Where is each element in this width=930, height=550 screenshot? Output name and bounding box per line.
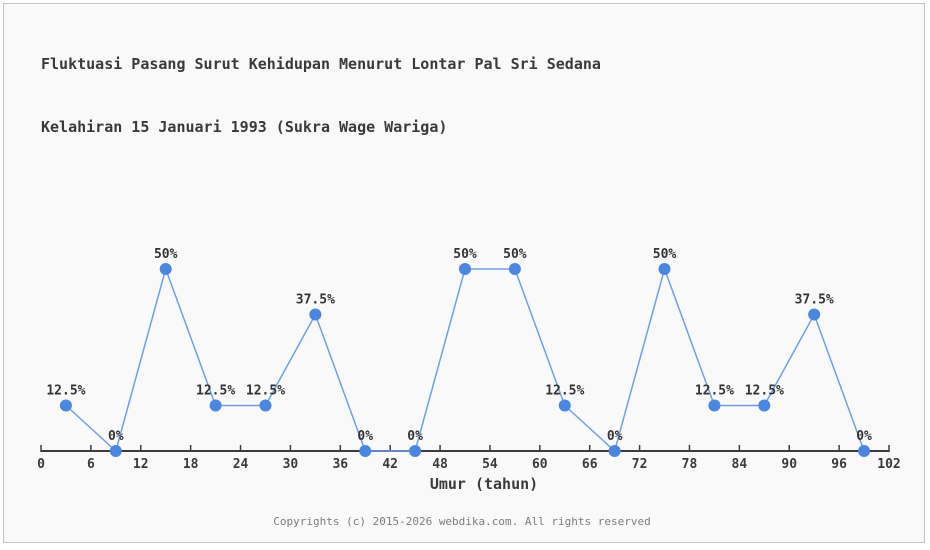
x-axis-tick-label: 78	[682, 457, 698, 472]
data-point	[608, 445, 621, 457]
x-axis-tick-label: 12	[133, 457, 149, 472]
data-point-label: 12.5%	[695, 384, 734, 399]
data-point	[858, 445, 871, 457]
x-axis-tick-label: 18	[183, 457, 199, 472]
data-point	[59, 399, 72, 412]
data-point-label: 37.5%	[795, 293, 834, 308]
data-point-label: 50%	[453, 247, 477, 262]
chart-figure: Fluktuasi Pasang Surut Kehidupan Menurut…	[3, 3, 925, 543]
data-point-label: 0%	[108, 429, 124, 444]
x-axis-tick-label: 54	[482, 457, 498, 472]
chart-title-line1: Fluktuasi Pasang Surut Kehidupan Menurut…	[41, 55, 601, 73]
data-point	[508, 263, 521, 275]
x-axis-title: Umur (tahun)	[429, 475, 539, 493]
x-axis-tick-label: 102	[877, 457, 900, 472]
x-axis-tick-label: 48	[432, 457, 448, 472]
x-axis-tick-label: 30	[283, 457, 299, 472]
data-point-label: 50%	[653, 247, 677, 262]
data-point-label: 0%	[357, 429, 373, 444]
x-axis-tick-label: 36	[332, 457, 348, 472]
x-axis-tick-label: 66	[582, 457, 598, 472]
data-point-label: 12.5%	[46, 384, 85, 399]
data-point	[259, 399, 272, 412]
x-axis-tick-label: 60	[532, 457, 548, 472]
data-point	[309, 308, 322, 321]
data-point	[159, 263, 172, 275]
data-point-label: 12.5%	[745, 384, 784, 399]
chart-title-line2: Kelahiran 15 Januari 1993 (Sukra Wage Wa…	[41, 118, 448, 136]
x-axis-tick-label: 0	[37, 457, 45, 472]
x-axis-tick-label: 72	[632, 457, 648, 472]
data-point-label: 0%	[607, 429, 623, 444]
data-point	[209, 399, 222, 412]
data-point	[359, 445, 372, 457]
data-point	[658, 263, 671, 275]
data-point-label: 12.5%	[196, 384, 235, 399]
data-point	[808, 308, 821, 321]
data-point-label: 37.5%	[296, 293, 335, 308]
x-axis-tick-label: 84	[732, 457, 748, 472]
data-point	[459, 263, 471, 275]
data-point-label: 12.5%	[246, 384, 285, 399]
data-point	[109, 445, 122, 457]
data-point	[409, 445, 422, 457]
x-axis-tick-label: 6	[87, 457, 95, 472]
chart-title: Fluktuasi Pasang Surut Kehidupan Menurut…	[41, 12, 601, 180]
x-axis-tick-label: 90	[781, 457, 797, 472]
line-chart-canvas: 0 6 12 18 24 30 36 42 48 54 60 66 72 78 84 90 96 102 12.5%…	[37, 247, 901, 472]
data-point-label: 12.5%	[545, 384, 584, 399]
x-axis-tick-label: 24	[233, 457, 249, 472]
data-point-label: 0%	[407, 429, 423, 444]
data-point	[558, 399, 571, 412]
data-point	[758, 399, 771, 412]
x-axis-tick-label: 42	[382, 457, 398, 472]
data-point-label: 50%	[154, 247, 178, 262]
data-point-label: 50%	[503, 247, 527, 262]
data-point	[708, 399, 721, 412]
data-point-label: 0%	[856, 429, 872, 444]
copyright-text: Copyrights (c) 2015-2026 webdika.com. Al…	[273, 515, 651, 528]
data-series-line	[65, 266, 865, 453]
x-axis-tick-label: 96	[831, 457, 847, 472]
